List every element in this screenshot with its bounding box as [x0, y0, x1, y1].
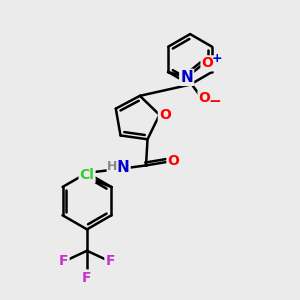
Text: N: N — [180, 70, 193, 85]
Text: H: H — [107, 160, 118, 172]
Text: Cl: Cl — [80, 168, 94, 182]
Text: F: F — [82, 271, 92, 284]
Text: F: F — [105, 254, 115, 268]
Text: O: O — [199, 91, 210, 105]
Text: +: + — [212, 52, 222, 65]
Text: F: F — [59, 254, 69, 268]
Text: O: O — [202, 56, 213, 70]
Text: N: N — [117, 160, 130, 175]
Text: −: − — [208, 94, 221, 109]
Text: O: O — [167, 154, 179, 168]
Text: O: O — [159, 108, 171, 122]
